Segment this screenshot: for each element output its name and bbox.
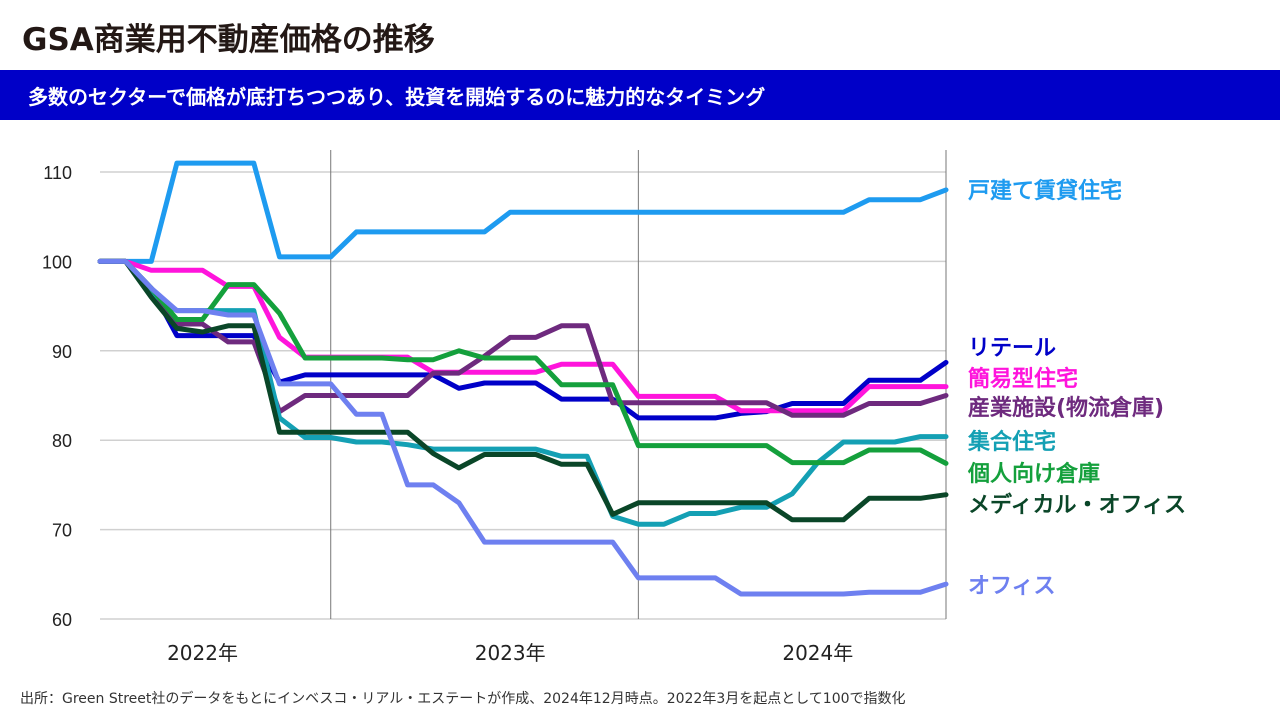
series-line-4 [97,258,949,527]
series-label-1: リテール [968,336,1056,361]
series-label-5: 個人向け倉庫 [967,461,1100,487]
series-label-2: 簡易型住宅 [968,366,1078,392]
subtitle-text: 多数のセクターで価格が底打ちつつあり、投資を開始するのに魅力的なタイミング [28,85,766,109]
y-tick-label: 70 [52,521,72,541]
series-label-3: 産業施設(物流倉庫) [968,395,1164,421]
series-label-7: オフィス [968,574,1056,599]
y-tick-label: 90 [52,342,72,362]
x-tick-label: 2022年 [167,641,238,665]
series-line-1 [97,258,949,421]
y-tick-label: 60 [52,610,72,630]
x-tick-label: 2024年 [782,641,853,665]
subtitle-banner: 多数のセクターで価格が底打ちつつあり、投資を開始するのに魅力的なタイミング [0,70,1280,120]
source-note: 出所：Green Street社のデータをもとにインベスコ・リアル・エステートが… [20,691,906,707]
series-label-6: メディカル・オフィス [968,492,1186,518]
series-line-6 [97,258,949,523]
series-label-0: 戸建て賃貸住宅 [968,178,1122,204]
series-line-5 [97,258,949,466]
series-line-3 [97,258,949,418]
series-line-7 [97,258,949,597]
page-title: GSA商業用不動産価格の推移 [22,22,435,58]
series-label-4: 集合住宅 [967,429,1056,455]
series-layer [97,160,949,597]
y-tick-label: 100 [42,252,72,272]
y-tick-label: 80 [52,431,72,451]
x-tick-label: 2023年 [475,641,546,665]
label-layer: 60 70 80 90 100 110 2022年 2023年 2024年 戸建て賃貸住宅リテール… [42,163,1186,665]
y-tick-label: 110 [43,163,72,183]
series-line-0 [97,160,949,264]
